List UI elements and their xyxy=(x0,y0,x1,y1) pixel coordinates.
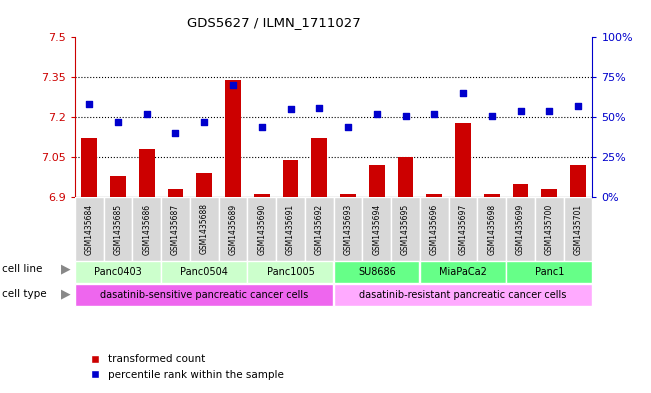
Bar xyxy=(247,197,276,261)
Text: MiaPaCa2: MiaPaCa2 xyxy=(439,267,487,277)
Text: GSM1435694: GSM1435694 xyxy=(372,203,381,255)
Text: GSM1435698: GSM1435698 xyxy=(488,204,496,255)
Text: GSM1435697: GSM1435697 xyxy=(458,203,467,255)
Point xyxy=(141,111,152,117)
Text: GSM1435695: GSM1435695 xyxy=(401,203,410,255)
Text: GSM1435691: GSM1435691 xyxy=(286,204,295,255)
Text: GSM1435700: GSM1435700 xyxy=(545,203,554,255)
Text: Panc1005: Panc1005 xyxy=(266,267,314,277)
Bar xyxy=(75,284,333,306)
Bar xyxy=(398,157,413,197)
Point xyxy=(372,111,382,117)
Text: ▶: ▶ xyxy=(61,287,70,300)
Text: Panc0403: Panc0403 xyxy=(94,267,142,277)
Bar xyxy=(420,197,449,261)
Bar xyxy=(247,261,333,283)
Bar xyxy=(305,197,333,261)
Bar xyxy=(110,176,126,197)
Point xyxy=(343,124,353,130)
Bar xyxy=(420,261,506,283)
Text: Panc0504: Panc0504 xyxy=(180,267,229,277)
Bar xyxy=(542,189,557,197)
Bar xyxy=(333,197,363,261)
Legend: transformed count, percentile rank within the sample: transformed count, percentile rank withi… xyxy=(80,350,288,384)
Bar xyxy=(363,197,391,261)
Point xyxy=(544,108,555,114)
Bar xyxy=(167,189,184,197)
Bar xyxy=(75,261,161,283)
Text: cell line: cell line xyxy=(2,264,42,274)
Text: dasatinib-sensitive pancreatic cancer cells: dasatinib-sensitive pancreatic cancer ce… xyxy=(100,290,309,300)
Bar xyxy=(391,197,420,261)
Text: GDS5627 / ILMN_1711027: GDS5627 / ILMN_1711027 xyxy=(187,17,360,29)
Bar xyxy=(283,160,298,197)
Bar xyxy=(340,195,356,197)
Bar xyxy=(161,261,247,283)
Bar xyxy=(81,138,97,197)
Text: GSM1435692: GSM1435692 xyxy=(315,204,324,255)
Bar xyxy=(426,195,442,197)
Bar xyxy=(333,261,419,283)
Bar xyxy=(570,165,586,197)
Bar xyxy=(161,197,190,261)
Point xyxy=(256,124,267,130)
Bar xyxy=(449,197,477,261)
Text: GSM1435693: GSM1435693 xyxy=(344,203,352,255)
Text: GSM1435685: GSM1435685 xyxy=(113,204,122,255)
Point xyxy=(573,103,583,109)
Point xyxy=(171,130,181,136)
Text: GSM1435690: GSM1435690 xyxy=(257,203,266,255)
Text: Panc1: Panc1 xyxy=(534,267,564,277)
Bar xyxy=(139,149,155,197)
Text: SU8686: SU8686 xyxy=(358,267,396,277)
Text: GSM1435686: GSM1435686 xyxy=(143,204,151,255)
Bar xyxy=(219,197,247,261)
Bar xyxy=(190,197,219,261)
Point xyxy=(84,101,94,108)
Text: GSM1435687: GSM1435687 xyxy=(171,204,180,255)
Bar xyxy=(506,261,592,283)
Bar xyxy=(254,195,270,197)
Bar xyxy=(132,197,161,261)
Text: ▶: ▶ xyxy=(61,263,70,276)
Point xyxy=(429,111,439,117)
Bar xyxy=(75,197,104,261)
Bar xyxy=(369,165,385,197)
Point xyxy=(228,82,238,88)
Bar xyxy=(333,284,592,306)
Bar xyxy=(104,197,132,261)
Point xyxy=(113,119,123,125)
Text: GSM1435699: GSM1435699 xyxy=(516,203,525,255)
Text: GSM1435688: GSM1435688 xyxy=(200,204,209,255)
Text: GSM1435696: GSM1435696 xyxy=(430,203,439,255)
Bar xyxy=(225,80,241,197)
Point xyxy=(458,90,468,96)
Bar xyxy=(276,197,305,261)
Bar xyxy=(512,184,529,197)
Bar xyxy=(311,138,327,197)
Point xyxy=(400,112,411,119)
Text: GSM1435689: GSM1435689 xyxy=(229,204,238,255)
Text: GSM1435684: GSM1435684 xyxy=(85,204,94,255)
Point xyxy=(199,119,210,125)
Bar xyxy=(455,123,471,197)
Point xyxy=(516,108,526,114)
Bar xyxy=(477,197,506,261)
Bar xyxy=(506,197,535,261)
Point xyxy=(285,106,296,112)
Bar xyxy=(484,195,500,197)
Text: dasatinib-resistant pancreatic cancer cells: dasatinib-resistant pancreatic cancer ce… xyxy=(359,290,567,300)
Point xyxy=(314,105,324,111)
Point xyxy=(486,112,497,119)
Bar xyxy=(564,197,592,261)
Text: GSM1435701: GSM1435701 xyxy=(574,204,583,255)
Text: cell type: cell type xyxy=(2,288,47,299)
Bar xyxy=(535,197,564,261)
Bar xyxy=(197,173,212,197)
